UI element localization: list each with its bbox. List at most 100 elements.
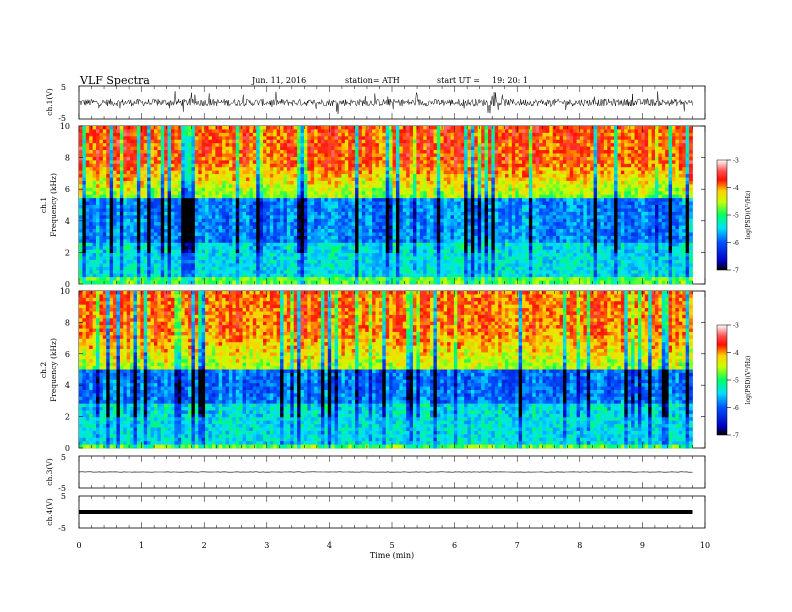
spectrogram-cell [92, 139, 97, 144]
spectrogram-cell [395, 153, 400, 158]
spectrogram-cell [283, 235, 288, 240]
spectrogram-cell [113, 153, 117, 158]
spectrogram-cell [119, 177, 124, 182]
spectrogram-cell [228, 229, 233, 233]
spectrogram-cell [324, 225, 329, 230]
spectrogram-cell [225, 184, 230, 189]
spectrogram-cell [171, 246, 175, 251]
spectrogram-cell [201, 242, 206, 247]
spectrogram-cell [184, 191, 189, 196]
spectrogram-cell [85, 187, 90, 192]
spectrogram-cell [123, 222, 128, 226]
spectrogram-cell [228, 150, 233, 154]
spectrogram-cell [119, 211, 124, 216]
spectrogram-cell [392, 205, 397, 209]
spectrogram-cell [447, 129, 451, 134]
spectrogram-cell [392, 256, 397, 261]
spectrogram-cell [293, 146, 298, 151]
spectrogram-cell [92, 194, 97, 199]
spectrogram-cell [440, 246, 445, 251]
spectrogram-cell [109, 232, 114, 237]
spectrogram-cell [341, 229, 346, 233]
spectrogram-cell [181, 280, 186, 285]
spectrogram-cell [235, 239, 240, 244]
spectrogram-cell [184, 280, 189, 285]
spectrogram-cell [303, 139, 308, 144]
spectrogram-cell [181, 143, 186, 147]
spectrogram-cell [96, 170, 100, 175]
spectrogram-cell [242, 242, 247, 247]
spectrogram-cell [184, 177, 189, 182]
spectrogram-cell [181, 160, 186, 165]
spectrogram-cell [259, 259, 264, 264]
spectrogram-cell [269, 146, 274, 151]
spectrogram-cell [99, 218, 104, 223]
spectrogram-cell [205, 136, 209, 141]
spectrogram-cell [184, 273, 189, 278]
spectrogram-cell [269, 215, 274, 220]
spectrogram-cell [184, 263, 189, 268]
spectrogram-cell [310, 156, 315, 161]
spectrogram-cell [283, 160, 288, 165]
ch1-waveform-trace [78, 91, 693, 114]
spectrogram-cell [205, 273, 209, 278]
spectrogram-cell [293, 191, 298, 196]
spectrogram-cell [368, 174, 373, 178]
spectrogram-cell [433, 215, 438, 220]
spectrogram-cell [259, 273, 264, 278]
spectrogram-cell [307, 191, 312, 196]
spectrogram-cell [181, 246, 186, 251]
spectrogram-cell [109, 235, 114, 240]
spectrogram-cell [310, 277, 315, 281]
spectrogram-cell [140, 143, 145, 147]
spectrogram-cell [96, 266, 100, 271]
spectrogram-cell [293, 263, 298, 268]
spectrogram-cell [447, 146, 451, 151]
spectrogram-cell [228, 163, 233, 168]
spectrogram-cell [102, 184, 107, 189]
spectrogram-cell [143, 277, 148, 281]
spectrogram-cell [106, 270, 111, 275]
spectrogram-cell [263, 153, 267, 158]
spectrogram-cell [409, 184, 414, 189]
spectrogram-cell [423, 256, 428, 261]
spectrogram-cell [133, 143, 138, 147]
spectrogram-cell [225, 259, 230, 264]
spectrogram-cell [416, 222, 421, 226]
spectrogram-cell [378, 194, 383, 199]
spectrogram-cell [194, 239, 199, 244]
spectrogram-cell [191, 139, 196, 144]
spectrogram-cell [331, 153, 336, 158]
spectrogram-cell [205, 270, 209, 275]
spectrogram-cell [123, 239, 128, 244]
spectrogram-cell [331, 242, 336, 247]
spectrogram-cell [402, 174, 407, 178]
spectrogram-cell [361, 239, 366, 244]
spectrogram-cell [235, 256, 240, 261]
spectrogram-cell [126, 259, 131, 264]
spectrogram-cell [416, 201, 421, 206]
spectrogram-cell [109, 201, 114, 206]
spectrogram-cell [259, 156, 264, 161]
spectrogram-cell [273, 132, 278, 137]
spectrogram-cell [239, 253, 243, 257]
spectrogram-cell [314, 256, 318, 261]
spectrogram-cell [433, 174, 438, 178]
spectrogram-cell [263, 132, 267, 137]
spectrogram-cell [385, 263, 390, 268]
spectrogram-cell [368, 280, 373, 285]
spectrogram-cell [167, 180, 172, 185]
spectrogram-cell [157, 235, 162, 240]
spectrogram-cell [126, 266, 131, 271]
spectrogram-cell [89, 256, 94, 261]
spectrogram-cell [365, 277, 370, 281]
spectrogram-cell [430, 246, 434, 251]
spectrogram-cell [416, 150, 421, 154]
spectrogram-cell [338, 150, 342, 154]
spectrogram-cell [143, 215, 148, 220]
spectrogram-cell [140, 180, 145, 185]
spectrogram-cell [375, 170, 380, 175]
spectrogram-cell [194, 153, 199, 158]
spectrogram-cell [109, 153, 114, 158]
spectrogram-cell [310, 270, 315, 275]
